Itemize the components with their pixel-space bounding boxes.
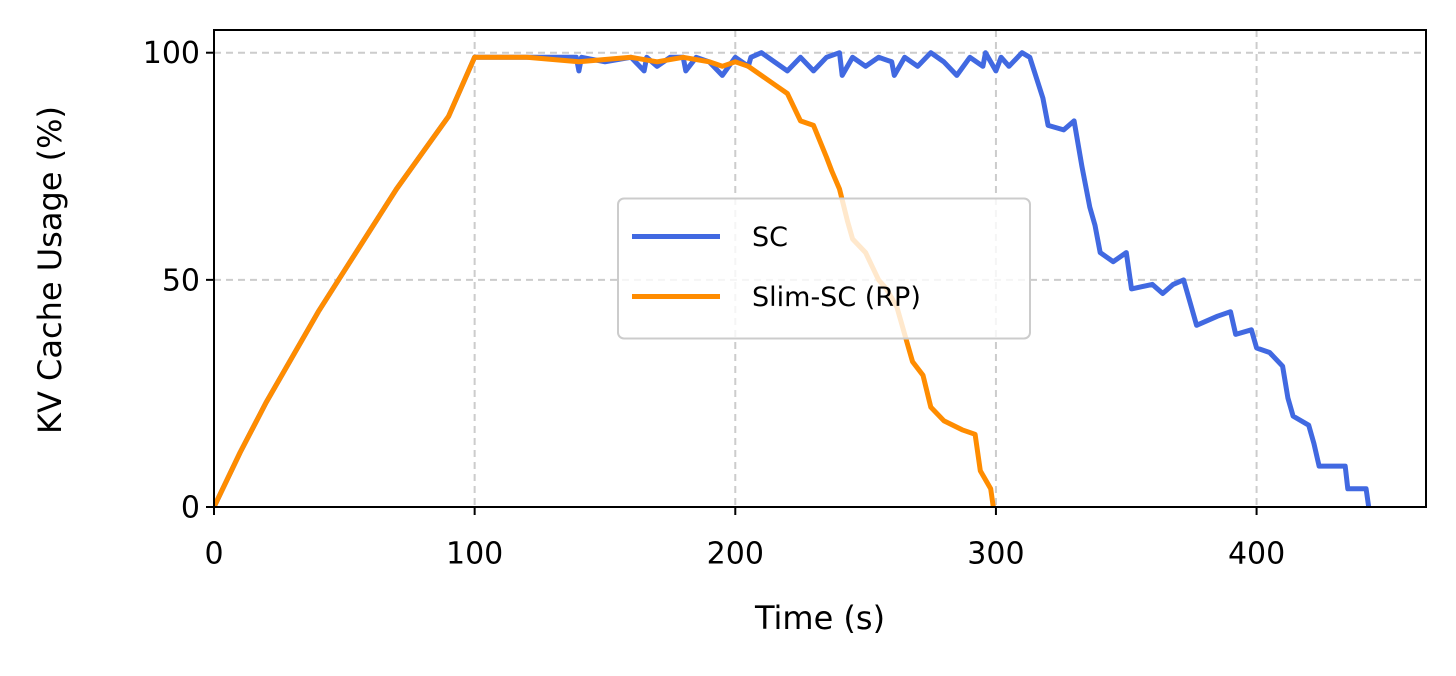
data-line — [214, 54, 996, 507]
x-tick-label: 300 — [967, 537, 1024, 572]
y-tick-label: 50 — [162, 263, 200, 298]
x-tick-label: 200 — [707, 537, 764, 572]
x-tick-label: 0 — [204, 537, 223, 572]
legend-box — [617, 197, 1031, 340]
legend-label: Slim-SC (RP) — [752, 282, 921, 313]
y-tick-label: 0 — [181, 491, 200, 526]
y-tick-label: 100 — [143, 36, 200, 71]
legend: SC Slim-SC (RP) — [617, 197, 1031, 340]
x-axis-label: Time (s) — [754, 599, 885, 637]
legend-label: SC — [752, 222, 788, 253]
plot-frame — [213, 29, 1427, 508]
y-axis-label: KV Cache Usage (%) — [31, 106, 69, 434]
x-tick-label: 400 — [1228, 537, 1285, 572]
x-tick-label: 100 — [446, 537, 503, 572]
